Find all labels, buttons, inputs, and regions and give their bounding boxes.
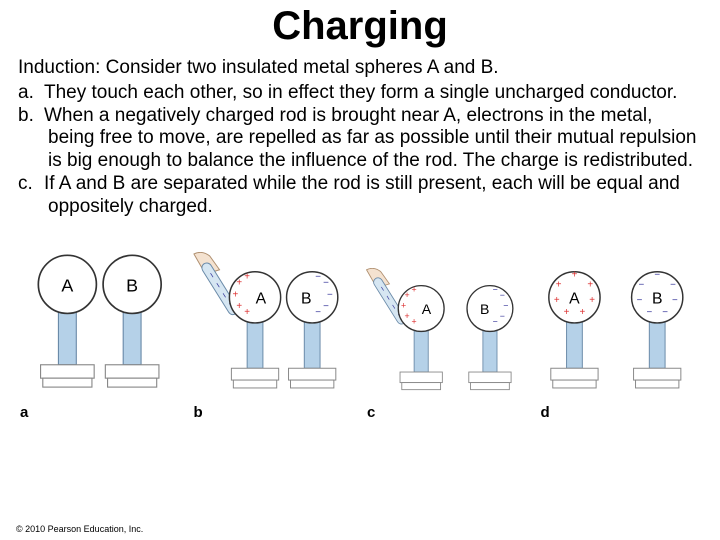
panel-d: + + + + + + + A − − − − − − − B d <box>537 252 705 421</box>
item-text-a: They touch each other, so in effect they… <box>44 82 677 103</box>
label-a: A <box>569 291 580 308</box>
svg-text:−: − <box>323 278 329 289</box>
svg-text:−: − <box>493 285 498 295</box>
svg-text:−: − <box>662 307 668 318</box>
svg-text:+: + <box>553 296 559 307</box>
svg-text:−: − <box>500 290 505 300</box>
stand-b <box>633 319 680 388</box>
svg-text:+: + <box>236 301 242 312</box>
svg-text:+: + <box>555 280 561 291</box>
panel-a: A B a <box>16 233 184 422</box>
svg-text:+: + <box>587 280 593 291</box>
bullet-c: c. <box>18 173 44 196</box>
svg-text:+: + <box>244 307 250 318</box>
stand-a <box>550 319 597 388</box>
copyright: © 2010 Pearson Education, Inc. <box>16 524 143 534</box>
stand-b <box>469 328 511 390</box>
panel-c-label: c <box>363 404 531 421</box>
svg-text:+: + <box>412 316 417 326</box>
svg-text:+: + <box>589 296 595 307</box>
label-b: B <box>301 291 312 308</box>
svg-text:−: − <box>327 290 333 301</box>
svg-text:−: − <box>672 296 678 307</box>
svg-text:+: + <box>579 307 585 318</box>
list-item: c.If A and B are separated while the rod… <box>18 173 702 219</box>
svg-text:−: − <box>638 280 644 291</box>
svg-text:−: − <box>315 307 321 318</box>
intro-text: Induction: Consider two insulated metal … <box>0 57 720 82</box>
list-item: a.They touch each other, so in effect th… <box>18 82 702 105</box>
svg-text:+: + <box>405 311 410 321</box>
label-a: A <box>61 275 73 295</box>
svg-text:+: + <box>401 300 406 310</box>
svg-text:−: − <box>636 296 642 307</box>
svg-text:+: + <box>563 307 569 318</box>
label-b: B <box>651 291 662 308</box>
panel-b: − − − − + + + + + <box>190 252 358 421</box>
svg-text:−: − <box>670 280 676 291</box>
svg-text:−: − <box>323 301 329 312</box>
page-title: Charging <box>0 0 720 57</box>
panel-a-svg: A B <box>16 233 184 401</box>
svg-text:+: + <box>244 272 250 283</box>
svg-text:+: + <box>405 290 410 300</box>
svg-text:−: − <box>493 316 498 326</box>
item-list: a.They touch each other, so in effect th… <box>0 82 720 219</box>
panel-d-svg: + + + + + + + A − − − − − − − B <box>537 252 705 400</box>
stand-a <box>41 309 95 387</box>
figure-row: A B a − − − − <box>0 219 720 426</box>
stand-a <box>400 328 442 390</box>
svg-text:−: − <box>503 300 508 310</box>
label-b: B <box>126 275 138 295</box>
stand-b <box>288 319 335 388</box>
list-item: b.When a negatively charged rod is broug… <box>18 105 702 173</box>
panel-b-svg: − − − − + + + + + <box>190 252 358 400</box>
svg-text:+: + <box>232 290 238 301</box>
item-text-b: When a negatively charged rod is brought… <box>44 105 696 172</box>
panel-d-label: d <box>537 404 705 421</box>
bullet-a: a. <box>18 82 44 105</box>
panel-b-label: b <box>190 404 358 421</box>
panel-a-label: a <box>16 404 184 421</box>
svg-text:−: − <box>500 311 505 321</box>
panel-c: − − − − + + + + + <box>363 268 531 421</box>
label-a: A <box>422 301 432 317</box>
label-a: A <box>255 291 266 308</box>
bullet-b: b. <box>18 105 44 128</box>
svg-text:+: + <box>236 278 242 289</box>
svg-text:−: − <box>654 270 660 281</box>
svg-text:+: + <box>412 285 417 295</box>
svg-text:+: + <box>571 270 577 281</box>
label-b: B <box>480 301 489 317</box>
svg-text:−: − <box>646 307 652 318</box>
stand-a <box>231 319 278 388</box>
panel-c-svg: − − − − + + + + + <box>363 268 531 400</box>
svg-text:−: − <box>315 272 321 283</box>
item-text-c: If A and B are separated while the rod i… <box>44 173 680 217</box>
stand-b <box>105 309 159 387</box>
